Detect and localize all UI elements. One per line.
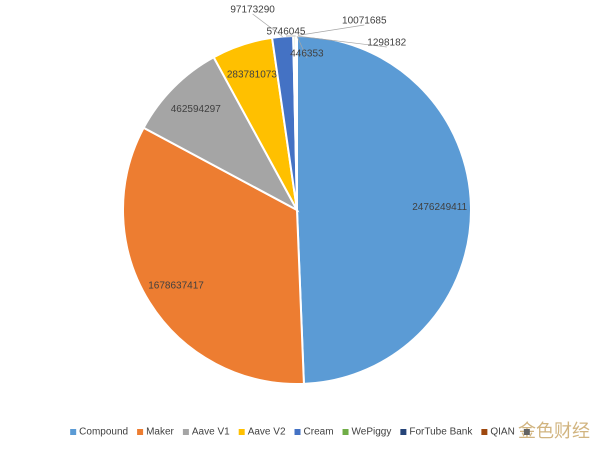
legend-swatch <box>400 429 407 435</box>
legend-label: Cream <box>304 427 334 438</box>
legend-swatch <box>294 429 301 435</box>
legend-swatch <box>70 429 77 435</box>
data-label: 446353 <box>290 49 324 60</box>
data-label: 10071685 <box>342 16 387 27</box>
data-label: 97173290 <box>230 5 275 16</box>
leader-line <box>294 24 365 37</box>
data-label: 1678637417 <box>148 280 204 291</box>
pie-slice <box>142 55 300 213</box>
leader-line <box>296 35 308 59</box>
leader-line <box>252 13 283 37</box>
legend-swatch <box>481 429 488 435</box>
legend-label: QIAN <box>490 427 514 438</box>
data-label: 2476249411 <box>412 202 467 213</box>
legend-label: Compound <box>79 427 128 438</box>
legend-label: Maker <box>146 427 174 438</box>
legend-swatch <box>238 429 245 435</box>
watermark: 金色财经 <box>518 421 590 441</box>
leader-line <box>296 35 387 48</box>
legend-swatch <box>182 429 189 435</box>
legend-label: Aave V1 <box>192 427 230 438</box>
data-label: 5746045 <box>267 27 306 38</box>
data-label: 283781073 <box>227 69 277 80</box>
legend-swatch <box>342 429 349 435</box>
legend-label: Aave V2 <box>248 427 286 438</box>
data-label: 462594297 <box>171 104 221 115</box>
legend-label: WePiggy <box>352 427 392 438</box>
pie-slice <box>296 34 472 385</box>
legend-swatch <box>523 429 530 435</box>
data-label: 1298182 <box>367 38 406 49</box>
legend-swatch <box>137 429 144 435</box>
pie-slice <box>122 126 305 385</box>
legend-label: ForTube Bank <box>409 427 473 438</box>
legend: Compound Maker Aave V1 Aave V2 Cream WePiggy F… <box>70 427 530 438</box>
